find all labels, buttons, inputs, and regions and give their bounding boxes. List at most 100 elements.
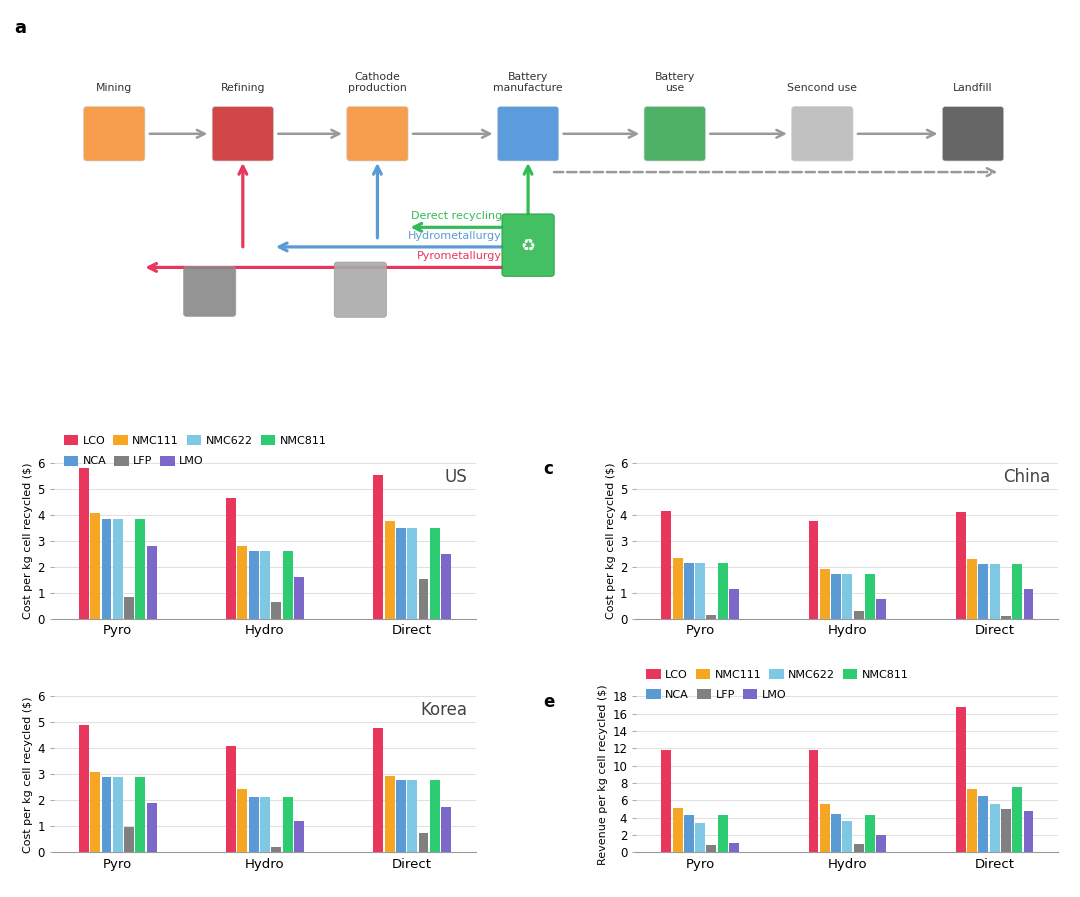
Bar <box>729 843 739 852</box>
Bar <box>1001 809 1011 852</box>
Bar <box>430 780 440 852</box>
Bar <box>147 546 157 619</box>
Bar <box>809 750 819 852</box>
Text: Derect recycling: Derect recycling <box>410 211 502 221</box>
Bar <box>978 564 988 619</box>
Bar <box>294 577 303 619</box>
Text: Hydrometallurgy: Hydrometallurgy <box>408 231 502 240</box>
Bar <box>876 599 887 619</box>
Bar <box>248 551 259 619</box>
Bar <box>832 574 841 619</box>
Bar <box>1001 616 1011 619</box>
Bar <box>706 845 716 852</box>
Text: Korea: Korea <box>420 701 468 719</box>
Bar <box>706 615 716 619</box>
Bar <box>374 727 383 852</box>
Text: Mining: Mining <box>96 83 133 93</box>
Bar <box>419 579 429 619</box>
Bar <box>729 588 739 619</box>
Bar <box>673 807 683 852</box>
Bar <box>718 562 728 619</box>
Bar <box>112 777 123 852</box>
Bar <box>430 527 440 619</box>
Bar <box>102 777 111 852</box>
Bar <box>271 603 281 619</box>
Bar <box>260 551 270 619</box>
Bar <box>1024 811 1034 852</box>
Bar <box>226 745 237 852</box>
Bar <box>407 527 417 619</box>
FancyBboxPatch shape <box>644 107 705 161</box>
Bar <box>407 780 417 852</box>
Bar <box>876 835 887 852</box>
Bar <box>374 475 383 619</box>
Bar <box>820 804 829 852</box>
Bar <box>147 803 157 852</box>
Bar <box>135 519 146 619</box>
Bar <box>696 823 705 852</box>
Bar <box>989 564 1000 619</box>
Bar <box>79 725 89 852</box>
Bar <box>842 822 852 852</box>
Bar <box>853 611 864 619</box>
Y-axis label: Cost per kg cell recycled ($): Cost per kg cell recycled ($) <box>24 463 33 619</box>
Bar <box>283 797 293 852</box>
Bar <box>865 574 875 619</box>
Bar <box>441 806 451 852</box>
Text: Battery
use: Battery use <box>654 72 694 93</box>
Text: a: a <box>14 19 26 37</box>
Text: Battery
manufacture: Battery manufacture <box>494 72 563 93</box>
Bar <box>956 707 966 852</box>
FancyBboxPatch shape <box>83 107 145 161</box>
Bar <box>718 815 728 852</box>
Text: Pyrometallurgy: Pyrometallurgy <box>417 251 502 261</box>
Bar <box>1024 589 1034 619</box>
Bar <box>238 789 247 852</box>
Bar <box>91 513 100 619</box>
Bar <box>853 844 864 852</box>
Bar <box>441 554 451 619</box>
Y-axis label: Revenue per kg cell recycled ($): Revenue per kg cell recycled ($) <box>598 684 608 865</box>
Bar <box>1012 787 1022 852</box>
Text: c: c <box>543 460 553 478</box>
Bar <box>124 597 134 619</box>
Bar <box>989 804 1000 852</box>
Bar <box>661 750 672 852</box>
Bar <box>135 777 146 852</box>
Bar <box>842 574 852 619</box>
Text: Cathode
production: Cathode production <box>348 72 407 93</box>
Bar <box>396 780 406 852</box>
FancyBboxPatch shape <box>347 107 408 161</box>
Bar <box>238 546 247 619</box>
FancyBboxPatch shape <box>212 107 273 161</box>
FancyBboxPatch shape <box>943 107 1003 161</box>
Bar <box>967 789 977 852</box>
Bar <box>248 797 259 852</box>
Text: Sencond use: Sencond use <box>787 83 858 93</box>
Bar <box>684 562 693 619</box>
Legend: NCA, LFP, LMO: NCA, LFP, LMO <box>642 684 791 704</box>
Bar <box>661 511 672 619</box>
Bar <box>271 848 281 852</box>
Bar <box>260 797 270 852</box>
Text: US: US <box>445 467 468 485</box>
Y-axis label: Cost per kg cell recycled ($): Cost per kg cell recycled ($) <box>606 463 616 619</box>
Bar <box>956 512 966 619</box>
Bar <box>832 814 841 852</box>
Bar <box>283 551 293 619</box>
Text: Landfill: Landfill <box>954 83 993 93</box>
Text: ♻: ♻ <box>521 236 536 254</box>
Bar <box>79 468 89 619</box>
FancyBboxPatch shape <box>184 266 235 317</box>
Bar <box>91 771 100 852</box>
FancyBboxPatch shape <box>498 107 558 161</box>
Bar <box>102 519 111 619</box>
Bar <box>384 521 394 619</box>
Text: e: e <box>543 693 555 711</box>
Legend: NCA, LFP, LMO: NCA, LFP, LMO <box>59 451 208 471</box>
Text: China: China <box>1002 467 1050 485</box>
Bar <box>809 521 819 619</box>
Bar <box>696 562 705 619</box>
Bar <box>294 821 303 852</box>
FancyBboxPatch shape <box>792 107 853 161</box>
